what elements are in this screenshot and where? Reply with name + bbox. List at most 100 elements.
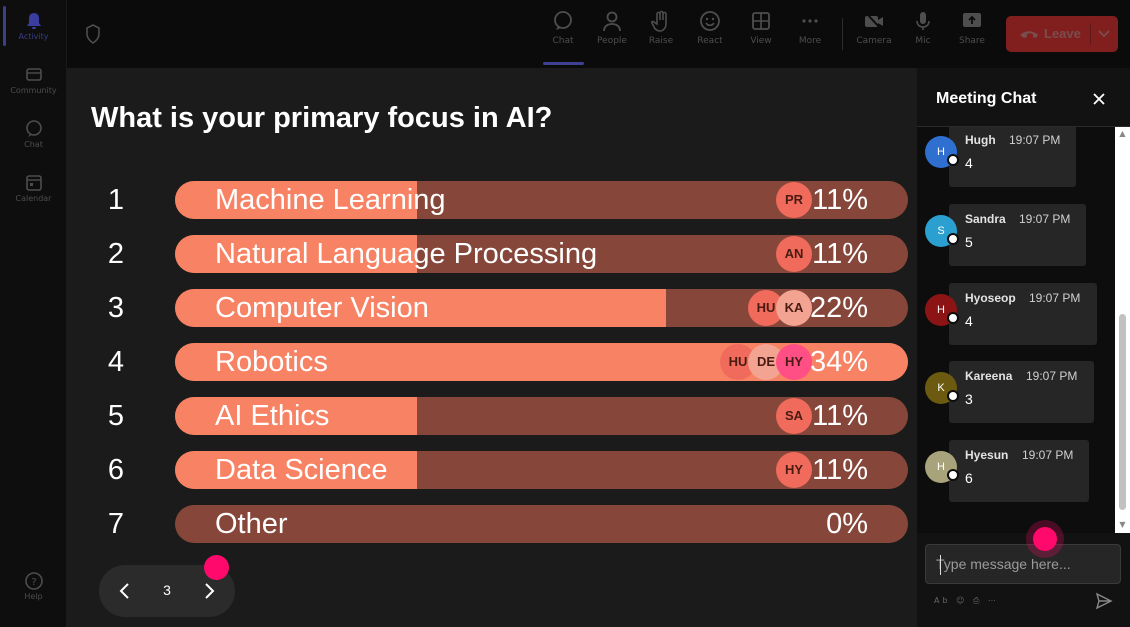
toolbar-share-button[interactable]: Share: [947, 10, 997, 46]
presence-indicator: [947, 469, 959, 481]
scroll-down-icon[interactable]: ▼: [1119, 520, 1126, 529]
toolbar-separator: [842, 18, 843, 50]
chevron-right-icon[interactable]: [197, 579, 221, 603]
poll-result-fill: [175, 397, 417, 435]
poll-option-label: Other: [215, 508, 288, 540]
message-author: Hugh: [965, 133, 996, 147]
toolbar-mic-label: Mic: [915, 36, 931, 46]
poll-option-number: 1: [107, 184, 125, 216]
help-icon: ?: [24, 572, 43, 590]
leave-button[interactable]: Leave: [1006, 16, 1118, 52]
share-icon: [963, 13, 981, 27]
poll-result-fill: [175, 181, 417, 219]
poll-option-label: Data Science: [215, 454, 388, 486]
chat-divider: [917, 126, 1130, 127]
chat-message[interactable]: Hyoseop 19:07 PM 4: [949, 283, 1097, 345]
presence-indicator: [947, 390, 959, 402]
hand-icon: [651, 10, 667, 32]
close-icon[interactable]: [1091, 91, 1107, 107]
poll-option[interactable]: 5 AI Ethics SA 11%: [67, 397, 917, 435]
toolbar-more-button[interactable]: More: [785, 10, 835, 46]
chat-message-input[interactable]: [936, 554, 1106, 574]
presence-indicator: [947, 233, 959, 245]
app-rail: Activity Community Chat Calendar ? Help: [0, 0, 67, 627]
rail-item-community[interactable]: Community: [0, 66, 67, 95]
poll-option-percent: 22%: [809, 292, 868, 324]
toolbar-mic-button[interactable]: Mic: [898, 10, 948, 46]
hang-up-icon: [1020, 31, 1038, 38]
message-author: Kareena: [965, 369, 1013, 383]
chat-icon: [25, 120, 42, 137]
toolbar-people-button[interactable]: People: [587, 10, 637, 46]
poll-result-fill: [175, 451, 417, 489]
chat-message[interactable]: Hugh 19:07 PM 4: [949, 127, 1076, 187]
toolbar-more-label: More: [798, 36, 822, 46]
rail-item-chat[interactable]: Chat: [0, 120, 67, 149]
chevron-left-icon[interactable]: [113, 579, 137, 603]
toolbar-view-label: View: [750, 36, 772, 46]
message-timestamp: 19:07 PM: [1026, 369, 1078, 383]
chat-message[interactable]: Hyesun 19:07 PM 6: [949, 440, 1089, 502]
chat-title: Meeting Chat: [936, 90, 1037, 107]
calendar-icon: [25, 175, 42, 191]
poll-option-percent: 11%: [812, 454, 868, 486]
formatting-icons[interactable]: Ab ☺ ⎙ ⋯: [934, 596, 999, 605]
poll-option[interactable]: 6 Data Science HY 11%: [67, 451, 917, 489]
message-timestamp: 19:07 PM: [1019, 212, 1071, 226]
camera-off-icon: [865, 12, 883, 31]
poll-option-number: 5: [107, 400, 125, 432]
poll-result-fill: [175, 289, 667, 327]
toolbar-camera-label: Camera: [856, 36, 892, 46]
message-timestamp: 19:07 PM: [1029, 291, 1081, 305]
toolbar-raise-button[interactable]: Raise: [636, 10, 686, 46]
rail-item-calendar[interactable]: Calendar: [0, 174, 67, 203]
rail-item-help[interactable]: ? Help: [0, 572, 67, 601]
chat-message-list[interactable]: Hugh 19:07 PM 4 H Sandra 19:07 PM 5 S Hyoseop 19:…: [917, 127, 1115, 533]
chat-input-box[interactable]: [925, 544, 1121, 584]
rail-item-activity[interactable]: Activity: [0, 12, 67, 41]
chevron-down-icon[interactable]: [1098, 30, 1110, 38]
scroll-up-icon[interactable]: ▲: [1119, 129, 1126, 138]
rail-label-calendar: Calendar: [15, 194, 52, 203]
message-text: 4: [965, 313, 973, 329]
poll-option-percent: 11%: [812, 238, 868, 270]
poll-option-number: 6: [107, 454, 125, 486]
message-timestamp: 19:07 PM: [1009, 133, 1061, 147]
toolbar-chat-button[interactable]: Chat: [538, 10, 588, 46]
poll-option[interactable]: 4 Robotics HU DE HY 34%: [67, 343, 917, 381]
page-number: 3: [163, 582, 171, 598]
message-author: Sandra: [965, 212, 1006, 226]
rail-label-chat: Chat: [24, 140, 43, 149]
poll-question: What is your primary focus in AI?: [91, 102, 553, 134]
shield-icon: [86, 24, 100, 44]
text-caret: [940, 555, 941, 575]
rail-label-help: Help: [24, 592, 43, 601]
poll-option-number: 2: [107, 238, 125, 270]
toolbar-people-label: People: [597, 36, 627, 46]
rail-label-community: Community: [10, 86, 57, 95]
toolbar-chat-label: Chat: [552, 36, 574, 46]
poll-option-percent: 11%: [812, 400, 868, 432]
voter-avatar: HY: [776, 452, 812, 488]
poll-option[interactable]: 7 Other 0%: [67, 505, 917, 543]
toolbar-camera-button[interactable]: Camera: [849, 10, 899, 46]
smiley-icon: [700, 11, 720, 31]
leave-label: Leave: [1044, 26, 1081, 41]
poll-stage: What is your primary focus in AI? 1 Machi…: [67, 68, 917, 627]
poll-option-label: AI Ethics: [215, 400, 330, 432]
toolbar-react-button[interactable]: React: [685, 10, 735, 46]
chat-message[interactable]: Kareena 19:07 PM 3: [949, 361, 1094, 423]
poll-option[interactable]: 3 Computer Vision HU KA 22%: [67, 289, 917, 327]
chat-scroll-thumb[interactable]: [1119, 314, 1126, 510]
toolbar-view-button[interactable]: View: [736, 10, 786, 46]
poll-option-number: 7: [107, 508, 125, 540]
more-icon: [802, 19, 818, 23]
message-text: 6: [965, 470, 973, 486]
send-icon[interactable]: [1095, 592, 1113, 610]
poll-option[interactable]: 1 Machine Learning PR 11%: [67, 181, 917, 219]
voter-avatar: AN: [776, 236, 812, 272]
meeting-toolbar: Chat People Raise React View More Camera…: [67, 0, 1130, 68]
poll-option[interactable]: 2 Natural Language Processing AN 11%: [67, 235, 917, 273]
chat-message[interactable]: Sandra 19:07 PM 5: [949, 204, 1086, 266]
toolbar-raise-label: Raise: [648, 36, 674, 46]
